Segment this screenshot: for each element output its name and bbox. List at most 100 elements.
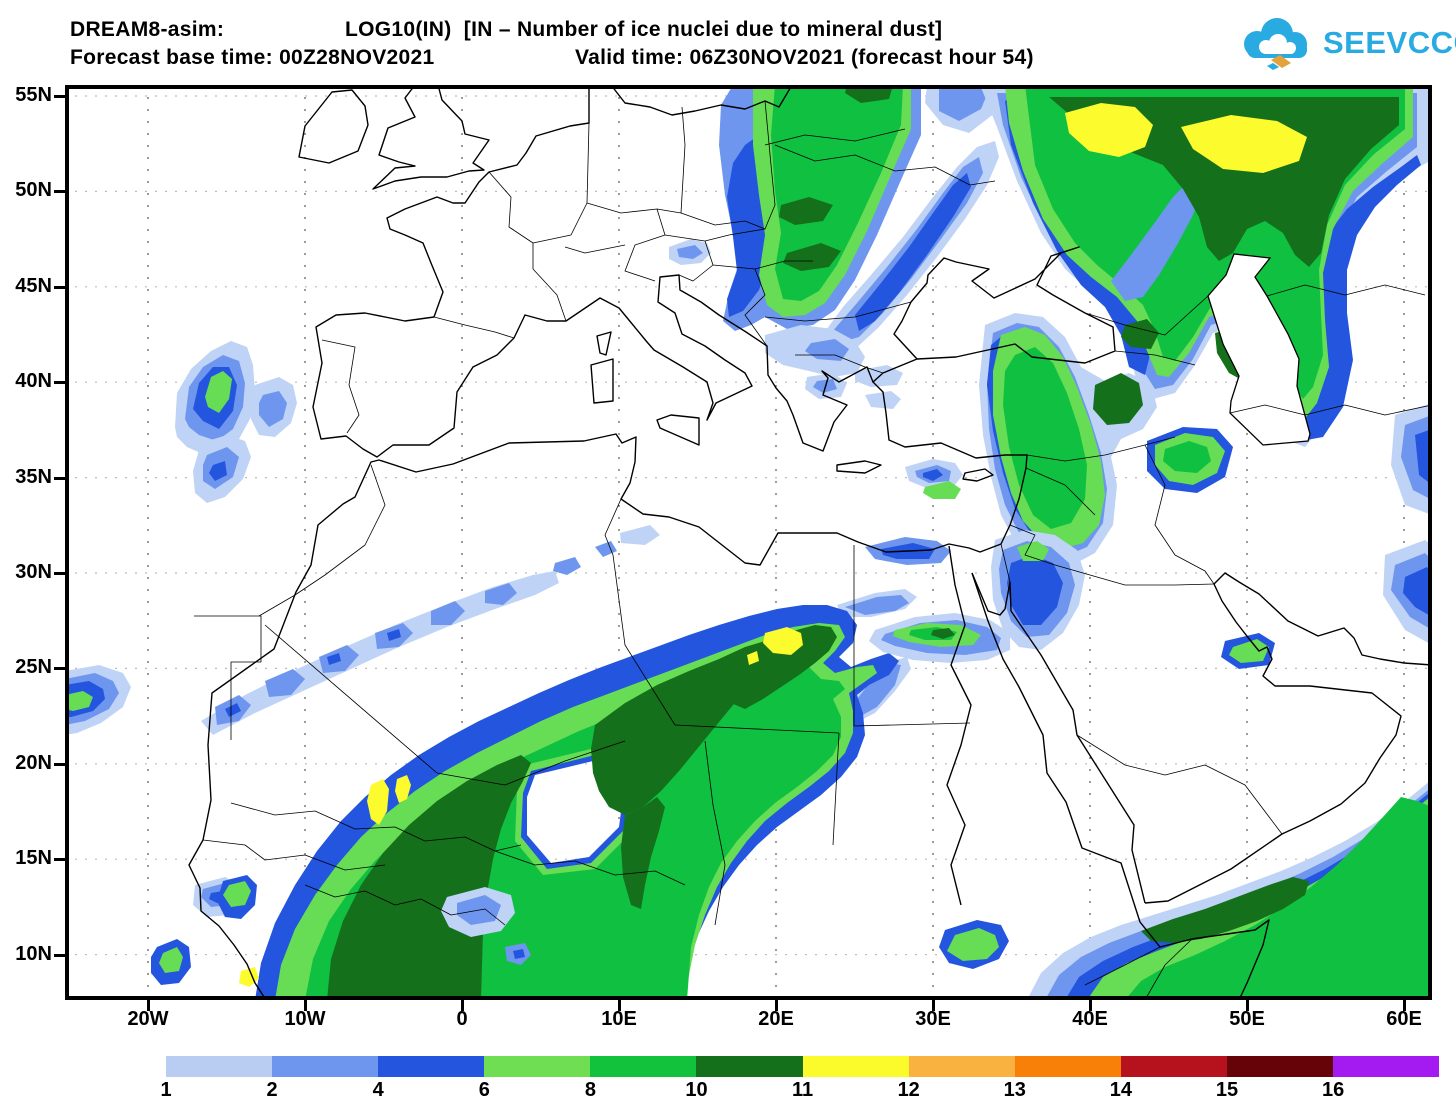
lat-tick	[54, 858, 65, 862]
dust-plume-level-5	[771, 85, 903, 301]
dust-plume-level-6	[845, 85, 893, 103]
country-border	[612, 554, 676, 726]
colorbar-tick-label: 16	[1321, 1079, 1345, 1101]
country-border	[678, 240, 714, 282]
lat-tick	[54, 190, 65, 194]
dust-plume-level-2	[1111, 181, 1201, 301]
country-border	[744, 268, 768, 347]
colorbar-segment	[908, 1056, 1015, 1077]
lat-label: 20N	[15, 751, 52, 774]
dust-plume-level-2	[805, 339, 849, 361]
country-border	[1026, 436, 1176, 462]
colorbar-segment	[484, 1056, 591, 1077]
coastline	[971, 572, 1270, 1001]
dust-plume-level-4	[923, 481, 961, 499]
country-border	[532, 122, 590, 244]
country-border	[230, 802, 522, 852]
dust-plume-level-3	[923, 469, 943, 481]
dust-plume-level-2	[595, 541, 617, 557]
colorbar-segment	[802, 1056, 909, 1077]
lon-tick	[1403, 1000, 1406, 1011]
lon-label: 40E	[1072, 1008, 1108, 1030]
lat-label: 45N	[15, 274, 52, 297]
country-border	[664, 228, 766, 242]
lat-tick	[54, 953, 65, 957]
lon-label: 60E	[1386, 1008, 1422, 1030]
dust-plume-level-3	[327, 653, 341, 665]
dust-plume-level-3	[225, 703, 241, 717]
lon-label: 20E	[758, 1008, 794, 1030]
coastline	[188, 381, 1028, 1001]
lat-tick	[54, 95, 65, 98]
colorbar-tick-label: 15	[1215, 1079, 1239, 1101]
dust-plume-level-6	[783, 243, 841, 271]
colorbar-tick-label: 12	[897, 1079, 920, 1101]
lon-tick	[461, 1000, 464, 1011]
dust-plume-level-6	[621, 797, 665, 909]
country-border	[832, 732, 840, 846]
variable-title: LOG10(IN) [IN – Number of ice nuclei due…	[345, 18, 943, 41]
country-border	[1266, 284, 1426, 297]
lat-tick	[54, 667, 65, 671]
lat-label: 25N	[15, 656, 52, 679]
lat-label: 10N	[15, 942, 52, 965]
colorbar-tick-label: 2	[266, 1079, 278, 1101]
dust-plume-level-7	[395, 775, 411, 803]
country-border	[712, 260, 813, 270]
colorbar-segment	[696, 1056, 803, 1077]
country-border	[1054, 564, 1215, 586]
lat-tick	[54, 476, 65, 480]
country-border	[1076, 734, 1283, 835]
country-border	[564, 244, 626, 254]
dust-plume-level-3	[855, 173, 971, 331]
dust-plume-level-5	[1163, 441, 1211, 473]
colorbar-segment	[1014, 1056, 1121, 1077]
country-border	[795, 354, 884, 374]
lon-tick	[147, 1000, 150, 1011]
lon-tick	[304, 1000, 307, 1011]
dust-plume-level-3	[209, 461, 227, 481]
lon-tick	[932, 1000, 935, 1011]
country-border	[1114, 350, 1196, 366]
coastline	[596, 331, 612, 356]
dust-plume-level-4	[947, 928, 999, 961]
model-name: DREAM8-asim:	[70, 18, 225, 41]
coastline	[590, 358, 614, 404]
coastline	[962, 468, 994, 482]
dust-plume-level-2	[553, 557, 581, 575]
country-border	[1084, 295, 1209, 336]
dust-plume-level-4	[205, 371, 232, 413]
lat-label: 15N	[15, 847, 52, 870]
dust-plume-level-3	[1257, 155, 1421, 441]
map-frame	[65, 85, 1432, 1000]
lat-tick	[54, 762, 65, 766]
dust-plume-level-7	[763, 627, 803, 655]
country-border	[853, 722, 971, 727]
dust-plume-level-2	[265, 669, 305, 697]
colorbar-segment	[166, 1056, 273, 1077]
dust-plume-level-5	[1125, 797, 1432, 1000]
valid-time-text: Valid time: 06Z30NOV2021 (forecast hour …	[575, 46, 1034, 69]
lat-label: 35N	[15, 465, 52, 488]
dust-plume-level-2	[259, 391, 287, 427]
colorbar-segment	[590, 1056, 697, 1077]
dust-plume-level-3	[387, 629, 401, 641]
dust-plume-level-1	[865, 391, 901, 409]
country-border	[774, 144, 996, 186]
colorbar	[166, 1056, 1440, 1077]
coastline	[971, 572, 1146, 904]
country-border	[764, 301, 912, 322]
forecast-map	[65, 84, 1433, 1001]
colorbar-segment	[272, 1056, 379, 1077]
country-border	[258, 464, 386, 617]
colorbar-segment	[1120, 1056, 1227, 1077]
dust-plume-level-4	[1017, 541, 1049, 561]
colorbar-segment	[1333, 1056, 1440, 1077]
lat-tick	[54, 572, 65, 575]
lon-label: 50E	[1229, 1008, 1265, 1030]
dust-plume-level-6	[1141, 877, 1309, 943]
country-border	[202, 839, 386, 871]
colorbar-tick-label: 4	[372, 1079, 384, 1101]
coastline	[946, 545, 972, 906]
